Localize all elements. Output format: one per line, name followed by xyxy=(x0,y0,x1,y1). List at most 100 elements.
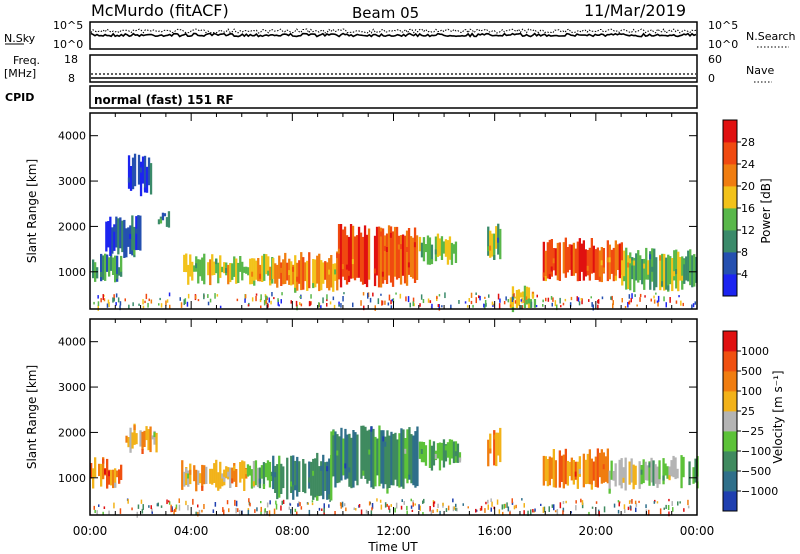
velocity-cell xyxy=(143,430,146,447)
power-cell xyxy=(631,293,633,299)
velocity-cell xyxy=(290,509,292,514)
velocity-cell xyxy=(418,504,420,510)
power-cell xyxy=(120,271,123,277)
velocity-cell xyxy=(410,505,413,509)
velocity-cell xyxy=(380,430,383,484)
power-cell xyxy=(472,304,474,308)
power-cell xyxy=(647,260,650,279)
power-colorbar-tick-label: 4 xyxy=(741,268,748,281)
velocity-cell xyxy=(249,502,251,507)
velocity-cell xyxy=(617,500,620,503)
power-cell xyxy=(379,231,383,237)
power-cell xyxy=(559,297,561,304)
power-cell xyxy=(399,293,402,299)
velocity-cell xyxy=(602,464,605,470)
power-cell xyxy=(332,296,335,301)
power-cell xyxy=(566,247,569,273)
power-cell xyxy=(673,271,676,277)
power-cell xyxy=(209,259,212,286)
power-cell xyxy=(265,295,267,301)
power-cell xyxy=(189,254,192,277)
power-cell xyxy=(487,226,490,256)
velocity-cell xyxy=(168,500,170,503)
power-cell xyxy=(141,156,145,184)
power-cell xyxy=(92,259,95,279)
power-cell xyxy=(665,302,667,308)
power-cell xyxy=(578,301,581,306)
power-cell xyxy=(387,302,390,306)
velocity-cell xyxy=(648,461,651,486)
velocity-cell xyxy=(677,501,679,506)
velocity-cell xyxy=(245,469,248,475)
power-colorbar-swatch xyxy=(723,252,737,275)
power-cell xyxy=(193,265,196,272)
velocity-cell xyxy=(440,442,444,461)
velocity-cell xyxy=(209,468,212,484)
power-cell xyxy=(438,304,440,309)
power-cell xyxy=(569,302,572,307)
power-cell xyxy=(520,299,523,302)
power-cell xyxy=(681,275,684,281)
velocity-ytick-label: 4000 xyxy=(58,336,86,349)
power-cell xyxy=(143,187,147,193)
velocity-cell xyxy=(160,505,163,508)
velocity-cell xyxy=(521,498,523,501)
velocity-cell xyxy=(332,430,335,436)
velocity-cell xyxy=(384,441,387,447)
velocity-cell xyxy=(270,476,274,482)
power-cell xyxy=(629,252,632,291)
power-cell xyxy=(197,259,200,284)
power-cell xyxy=(199,259,202,277)
power-ytick-label: 1000 xyxy=(58,266,86,279)
velocity-cell xyxy=(570,511,572,514)
velocity-cell xyxy=(444,445,448,451)
power-cell xyxy=(272,258,275,279)
power-cell xyxy=(554,300,557,307)
power-cell xyxy=(407,228,411,275)
velocity-cell xyxy=(311,500,314,503)
power-cell xyxy=(635,253,638,281)
velocity-cell xyxy=(178,498,180,504)
power-cell xyxy=(247,304,250,307)
power-cell xyxy=(253,258,256,282)
velocity-cell xyxy=(382,436,385,442)
power-cell xyxy=(667,254,670,292)
velocity-cell xyxy=(630,458,633,483)
power-cell xyxy=(388,294,391,301)
velocity-cell xyxy=(312,470,315,476)
velocity-cell xyxy=(412,500,414,503)
power-cell xyxy=(280,299,282,304)
power-cell xyxy=(548,239,551,276)
power-cell xyxy=(438,294,441,297)
power-cell xyxy=(326,294,328,300)
velocity-cell xyxy=(149,426,152,453)
velocity-cell xyxy=(480,505,483,511)
power-cell xyxy=(261,255,264,282)
velocity-cell xyxy=(452,506,455,512)
power-cell xyxy=(426,235,430,265)
velocity-cell xyxy=(264,508,266,513)
power-cell xyxy=(542,241,545,281)
power-cell xyxy=(582,240,585,281)
velocity-cell xyxy=(151,435,154,440)
power-cell xyxy=(493,255,496,260)
velocity-cell xyxy=(139,430,142,447)
power-colorbar-tick-label: 16 xyxy=(741,202,755,215)
velocity-cell xyxy=(458,452,462,461)
power-cell xyxy=(628,300,631,305)
site-title: McMurdo (fitACF) xyxy=(91,1,229,20)
power-cell xyxy=(102,294,104,301)
velocity-cell xyxy=(212,509,215,513)
power-cell xyxy=(163,213,167,217)
velocity-cell xyxy=(368,501,371,506)
power-cell xyxy=(169,304,171,310)
power-cell xyxy=(596,247,599,280)
cpid-panel: CPID normal (fast) 151 RF xyxy=(5,85,698,109)
velocity-cell xyxy=(544,456,547,482)
velocity-cell xyxy=(174,509,176,513)
power-cell xyxy=(127,227,130,247)
velocity-cell xyxy=(656,501,659,504)
power-cell xyxy=(117,297,120,303)
power-cell xyxy=(342,296,344,302)
power-cell xyxy=(332,263,335,292)
